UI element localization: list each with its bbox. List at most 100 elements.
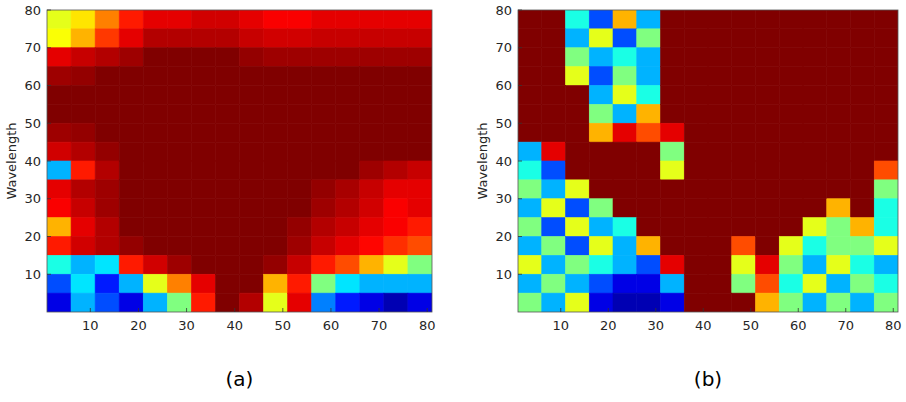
heatmap-cell (661, 293, 685, 312)
heatmap-cell (71, 255, 95, 274)
heatmap-cell (589, 161, 613, 180)
heatmap-cell (312, 104, 336, 123)
heatmap-cell (566, 48, 590, 67)
heatmap-cell (542, 48, 566, 67)
heatmap-cell (684, 48, 708, 67)
heatmap-cell (613, 48, 637, 67)
x-tick-label: 60 (323, 318, 340, 333)
heatmap-cell (240, 255, 264, 274)
heatmap-cell (95, 218, 119, 237)
heatmap-cell (827, 29, 851, 48)
heatmap-cell (732, 104, 756, 123)
heatmap-cell (756, 142, 780, 161)
heatmap-cell (566, 123, 590, 142)
heatmap-cell (566, 86, 590, 105)
heatmap-cell (851, 293, 875, 312)
heatmap-cell (336, 293, 360, 312)
heatmap-cell (119, 274, 143, 293)
heatmap-cell (542, 293, 566, 312)
heatmap-cell (143, 274, 167, 293)
heatmap-cell (143, 123, 167, 142)
heatmap-cell (708, 10, 732, 29)
heatmap-cell (47, 274, 71, 293)
heatmap-cell (613, 218, 637, 237)
heatmap-cell (288, 67, 312, 86)
heatmap-cell (803, 180, 827, 199)
heatmap-cell (566, 10, 590, 29)
heatmap-cell (288, 142, 312, 161)
heatmap-cell (732, 274, 756, 293)
heatmap-cell (637, 48, 661, 67)
heatmap-cell (732, 180, 756, 199)
heatmap-cell (215, 86, 239, 105)
heatmap-cell (240, 29, 264, 48)
heatmap-cell (191, 218, 215, 237)
x-tick (703, 308, 704, 312)
heatmap-cell (542, 29, 566, 48)
heatmap-cell (408, 180, 432, 199)
heatmap-cell (215, 142, 239, 161)
y-tick-label: 30 (24, 191, 41, 206)
heatmap-cell (542, 142, 566, 161)
y-tick (47, 123, 51, 124)
heatmap-cell (708, 237, 732, 256)
heatmap-cell (336, 48, 360, 67)
heatmap-cell (756, 161, 780, 180)
heatmap-cell (779, 123, 803, 142)
heatmap-cell (215, 274, 239, 293)
heatmap-cell (240, 237, 264, 256)
heatmap-cell (215, 67, 239, 86)
heatmap-cell (613, 180, 637, 199)
heatmap-cell (851, 29, 875, 48)
heatmap-cell (384, 123, 408, 142)
y-tick-label: 40 (24, 154, 41, 169)
heatmap-cell (518, 142, 542, 161)
heatmap-cell (827, 104, 851, 123)
x-tick (282, 308, 283, 312)
heatmap-cell (803, 218, 827, 237)
x-tick-label: 40 (695, 318, 712, 333)
heatmap-cell (613, 86, 637, 105)
y-tick-label: 10 (495, 267, 512, 282)
heatmap-cell (360, 218, 384, 237)
heatmap-cell (542, 255, 566, 274)
heatmap-cell (384, 180, 408, 199)
heatmap-cell (542, 199, 566, 218)
x-tick (750, 308, 751, 312)
heatmap-cell (851, 218, 875, 237)
heatmap-cell (95, 10, 119, 29)
heatmap-cell (732, 237, 756, 256)
heatmap-cell (71, 293, 95, 312)
heatmap-cell (264, 29, 288, 48)
heatmap-cell (167, 293, 191, 312)
heatmap-cell (240, 274, 264, 293)
heatmap-cell (518, 10, 542, 29)
heatmap-cell (143, 29, 167, 48)
heatmap-cell (566, 67, 590, 86)
heatmap-cell (661, 123, 685, 142)
heatmap-cell (518, 293, 542, 312)
heatmap-cell (613, 274, 637, 293)
heatmap-cell (143, 255, 167, 274)
heatmap-cell (336, 218, 360, 237)
heatmap-cell (708, 180, 732, 199)
heatmap-cell (589, 10, 613, 29)
heatmap-cell (732, 86, 756, 105)
heatmap-cell (518, 29, 542, 48)
heatmap-cell (215, 180, 239, 199)
heatmap-cell (143, 180, 167, 199)
heatmap-cell (756, 104, 780, 123)
plot-frame (47, 10, 432, 312)
heatmap-cell (312, 293, 336, 312)
y-tick-label: 50 (24, 116, 41, 131)
heatmap-cell (661, 161, 685, 180)
heatmap-cell (47, 86, 71, 105)
heatmap-cell (288, 237, 312, 256)
heatmap-cell (779, 48, 803, 67)
heatmap-cell (384, 86, 408, 105)
heatmap-cell (542, 104, 566, 123)
heatmap-cell (613, 293, 637, 312)
heatmap-cell (47, 161, 71, 180)
heatmap-cell (518, 104, 542, 123)
x-tick-label: 60 (790, 318, 807, 333)
